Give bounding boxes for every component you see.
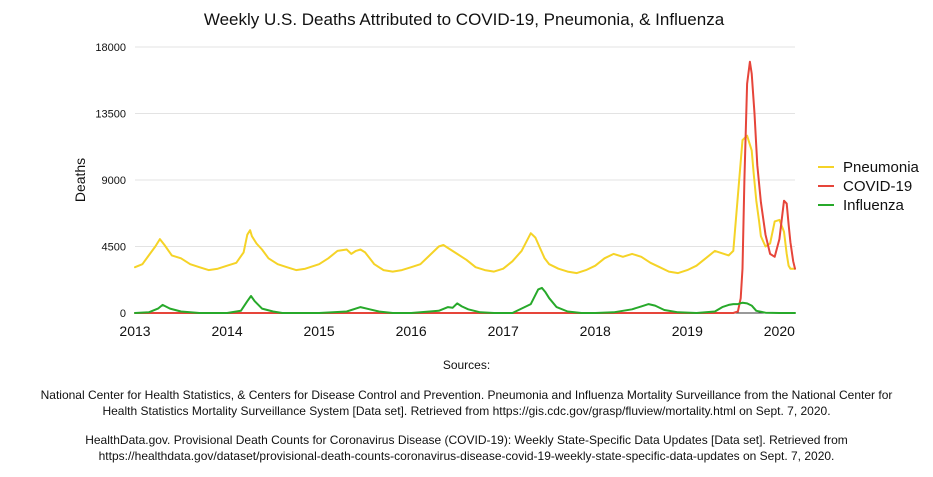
y-axis-ticks: 0 4500 9000 13500 18000 xyxy=(95,42,126,320)
legend-label: Influenza xyxy=(843,197,905,214)
line-chart: Weekly U.S. Deaths Attributed to COVID-1… xyxy=(72,10,920,339)
sources-heading: Sources: xyxy=(442,358,491,372)
y-tick-label: 9000 xyxy=(102,175,126,187)
y-tick-label: 0 xyxy=(120,308,126,320)
x-tick-label: 2016 xyxy=(396,323,427,339)
source-citation: National Center for Health Statistics, &… xyxy=(40,388,893,418)
legend-label: Pneumonia xyxy=(843,159,920,176)
series-line-influenza xyxy=(134,286,796,314)
x-tick-label: 2013 xyxy=(119,323,150,339)
source-citation: HealthData.gov. Provisional Death Counts… xyxy=(85,433,848,463)
y-axis-label: Deaths xyxy=(72,158,88,202)
y-tick-label: 18000 xyxy=(95,42,126,54)
chart-title: Weekly U.S. Deaths Attributed to COVID-1… xyxy=(204,10,725,29)
series-line-pneumonia xyxy=(134,134,796,275)
x-tick-label: 2017 xyxy=(488,323,519,339)
legend: Pneumonia COVID-19 Influenza xyxy=(818,159,920,214)
series-layer xyxy=(134,60,796,314)
x-tick-label: 2020 xyxy=(764,323,795,339)
x-tick-label: 2014 xyxy=(211,323,242,339)
y-tick-label: 4500 xyxy=(102,242,126,254)
gridlines xyxy=(135,46,795,314)
x-axis-ticks: 2013 2014 2015 2016 2017 2018 2019 2020 xyxy=(119,323,795,339)
series-line-covid-19 xyxy=(134,60,796,314)
x-tick-label: 2015 xyxy=(304,323,335,339)
x-tick-label: 2019 xyxy=(672,323,703,339)
legend-label: COVID-19 xyxy=(843,178,912,195)
x-tick-label: 2018 xyxy=(580,323,611,339)
y-tick-label: 13500 xyxy=(95,109,126,121)
